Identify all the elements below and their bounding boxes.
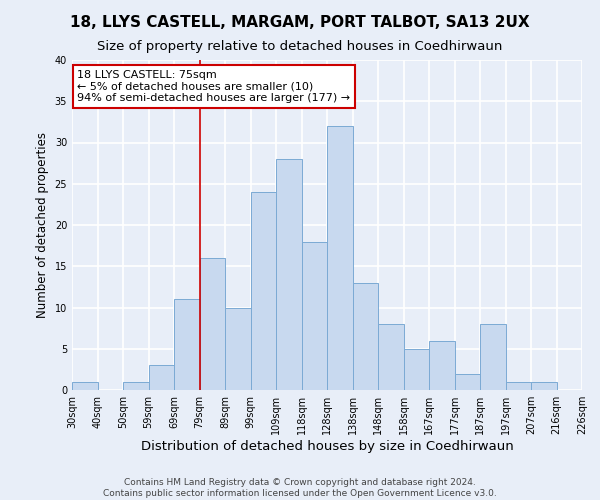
Text: Contains HM Land Registry data © Crown copyright and database right 2024.
Contai: Contains HM Land Registry data © Crown c… [103,478,497,498]
Bar [149,365,174,390]
Bar [531,382,557,390]
Bar [353,283,378,390]
Bar [302,242,327,390]
Bar [199,258,225,390]
Bar [429,340,455,390]
Text: 18, LLYS CASTELL, MARGAM, PORT TALBOT, SA13 2UX: 18, LLYS CASTELL, MARGAM, PORT TALBOT, S… [70,15,530,30]
Bar [327,126,353,390]
Bar [505,382,531,390]
Bar [225,308,251,390]
Bar [72,382,97,390]
Bar [404,349,429,390]
Bar [276,159,302,390]
Bar [174,299,199,390]
Bar [378,324,404,390]
Y-axis label: Number of detached properties: Number of detached properties [36,132,49,318]
Bar [480,324,505,390]
X-axis label: Distribution of detached houses by size in Coedhirwaun: Distribution of detached houses by size … [140,440,514,453]
Text: 18 LLYS CASTELL: 75sqm
← 5% of detached houses are smaller (10)
94% of semi-deta: 18 LLYS CASTELL: 75sqm ← 5% of detached … [77,70,350,103]
Bar [455,374,480,390]
Bar [123,382,149,390]
Bar [251,192,276,390]
Text: Size of property relative to detached houses in Coedhirwaun: Size of property relative to detached ho… [97,40,503,53]
